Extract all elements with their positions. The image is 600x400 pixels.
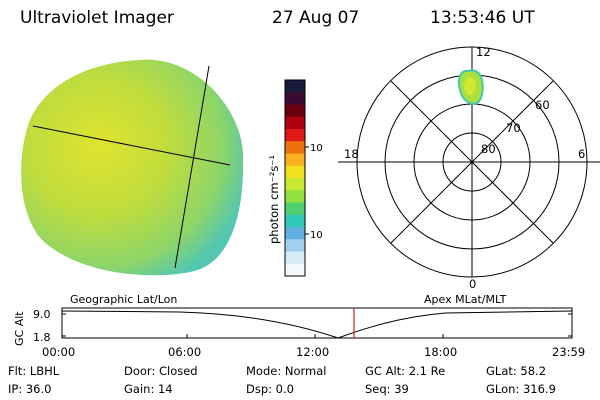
mlat-label-80: 80: [481, 142, 496, 156]
gain-info: Gain: 14: [124, 382, 173, 396]
colorbar-swatch: [285, 190, 305, 203]
mlt-label-0: 0: [469, 277, 476, 290]
colorbar-swatch: [285, 165, 305, 179]
instrument-title: Ultraviolet Imager: [20, 8, 174, 28]
filter-info: Flt: LBHL: [8, 364, 60, 378]
ip-info: IP: 36.0: [8, 382, 52, 396]
colorbar-swatch: [285, 153, 305, 167]
polar-mlat-mlt-plot: 12 0 18 6 60 70 80: [338, 46, 600, 290]
timeline-plot: GC Alt 9.0 1.8 00:00 06:00 12:00 18:00 2…: [13, 307, 585, 359]
date-label: 27 Aug 07: [272, 8, 360, 28]
colorbar-swatch: [285, 141, 305, 154]
timeline-tick-1800: 18:00: [424, 345, 457, 359]
glon-info: GLon: 316.9: [486, 382, 556, 396]
colorbar-swatch: [285, 104, 305, 118]
door-info: Door: Closed: [124, 364, 198, 378]
mlat-label-60: 60: [535, 98, 550, 112]
time-label: 13:53:46 UT: [430, 8, 535, 28]
timeline-right-label: Apex MLat/MLT: [424, 293, 507, 306]
earth-disk-image: [21, 59, 244, 276]
colorbar-swatch: [285, 239, 305, 252]
colorbar-swatch: [285, 178, 305, 191]
gc-alt-info: GC Alt: 2.1 Re: [365, 364, 446, 378]
colorbar: 100 10 photon cm⁻²s⁻¹: [267, 79, 322, 277]
colorbar-swatch: [285, 92, 305, 105]
mlat-label-70: 70: [506, 121, 521, 135]
altitude-curve: [61, 310, 573, 339]
colorbar-swatch: [285, 251, 305, 265]
colorbar-label: photon cm⁻²s⁻¹: [267, 155, 281, 244]
colorbar-swatch: [285, 214, 305, 228]
latitude-line: [32, 125, 231, 166]
timeline-left-label: Geographic Lat/Lon: [70, 293, 178, 306]
glat-info: GLat: 58.2: [486, 364, 547, 378]
colorbar-tick-100: 100: [310, 143, 322, 154]
colorbar-swatch: [285, 129, 305, 142]
mlt-label-18: 18: [344, 147, 359, 161]
timeline-tick-1200: 12:00: [296, 345, 329, 359]
colorbar-swatch: [285, 116, 305, 130]
colorbar-swatch: [285, 202, 305, 216]
dsp-info: Dsp: 0.0: [246, 382, 294, 396]
mlt-label-6: 6: [578, 147, 585, 161]
mode-info: Mode: Normal: [246, 364, 327, 378]
timeline-tick-0000: 00:00: [42, 345, 75, 359]
timeline-tick-0600: 06:00: [168, 345, 201, 359]
timeline-tick-2359: 23:59: [552, 345, 585, 359]
longitude-line: [174, 65, 210, 269]
mlt-label-12: 12: [476, 46, 491, 59]
seq-info: Seq: 39: [365, 382, 409, 396]
timeline-y-label-9: 9.0: [33, 308, 51, 321]
timeline-y-label-1.8: 1.8: [33, 331, 51, 344]
colorbar-swatch: [285, 263, 305, 277]
colorbar-swatch: [285, 227, 305, 240]
colorbar-swatch: [285, 80, 305, 93]
colorbar-tick-10: 10: [310, 230, 322, 241]
timeline-axis-title: GC Alt: [13, 311, 26, 346]
